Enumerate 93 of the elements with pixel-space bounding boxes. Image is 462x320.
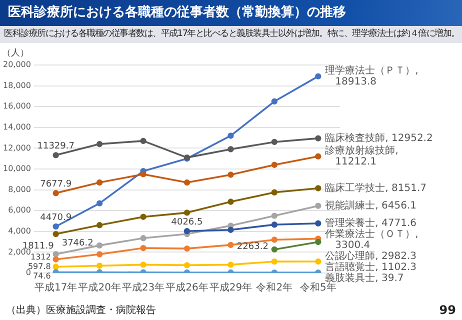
point [184,245,190,252]
point [184,228,190,234]
point [271,162,278,168]
point [140,171,146,178]
text: 公認心理師, 2982.3 [325,250,416,262]
x-tick-label: 平成26年 [166,282,208,294]
text: 臨床検査技師, 12952.2 [325,132,433,144]
text: （出典）医療施設調査・病院報告 [6,304,156,317]
chart-title: 医科診療所における各職種の従事者数（常勤換算）の推移 [0,0,462,26]
y-tick-label: 4,000 [8,226,31,236]
point [52,223,59,230]
text: 99 [439,303,456,317]
point [96,242,103,249]
y-axis-title: （人） [2,47,29,58]
point [184,179,190,186]
point [52,152,59,158]
data-label: 3300.4 [335,240,370,251]
data-label: 597.8 [28,262,51,271]
y-tick-label: 6,000 [8,206,31,215]
point [271,236,278,243]
point [140,262,146,268]
series-label: 作業療法士（ＯＴ）, [324,228,418,240]
point [271,189,278,196]
point [96,140,103,148]
point [271,222,278,228]
point [184,210,190,216]
y-tick-label: 12,000 [2,143,31,152]
point [52,251,59,258]
point [228,198,234,205]
point [315,73,322,80]
point [228,146,234,152]
y-tick-label: 14,000 [2,122,31,132]
point [228,226,234,233]
point [140,138,146,144]
point [96,251,103,258]
point [228,132,234,139]
series-label: 理学療法士（ＰＴ）, [325,64,418,76]
x-tick-label: 平成29年 [209,282,252,294]
text: 義肢装具士, 39.7 [325,272,404,284]
point [184,262,190,268]
y-tick-label: 8,000 [8,184,31,194]
point [52,256,59,262]
point [96,262,103,269]
y-tick-label: 18,000 [2,80,31,90]
point [52,190,59,196]
x-tick-label: 平成20年 [78,282,121,294]
point [228,262,234,268]
point [96,179,103,186]
point [315,153,322,160]
text: 臨床工学技士, 8151.7 [325,182,426,194]
point [271,258,278,265]
point [315,238,322,246]
point [228,242,234,248]
point [315,258,322,265]
text: 視能訓練士, 6456.1 [325,200,416,212]
data-label: 4470.9 [40,212,72,223]
point [228,172,234,178]
point [315,185,322,192]
point [315,135,322,142]
text: 言語聴覚士, 1102.3 [325,262,416,273]
text: 管理栄養士, 4771.6 [325,218,416,229]
point [96,200,103,206]
point [271,212,278,219]
x-tick-label: 令和2年 [256,282,293,294]
data-label: 74.6 [33,271,51,280]
point [271,246,278,253]
point [315,220,322,226]
point [52,264,59,270]
data-label: 7677.9 [40,179,72,190]
data-label: 11329.7 [37,142,74,152]
data-label: 1312 [30,252,51,262]
data-label: 3746.2 [62,238,94,248]
point [271,98,278,104]
point [96,222,103,228]
chart-subtitle: 医科診療所における各職種の従事者数は、平成17年と比べると義肢装具士以外は増加。特に、理学療法士は約４倍に増加。 [0,26,462,43]
data-label: 18913.8 [335,76,376,88]
data-label: 4026.5 [171,217,203,228]
y-tick-label: 0 [26,268,31,278]
point [271,138,278,146]
y-tick-label: 10,000 [2,164,31,174]
data-label: 2263.2 [236,242,268,252]
point [140,214,146,220]
point [52,230,59,238]
x-tick-label: 平成23年 [122,282,165,294]
point [315,202,322,209]
point [140,244,146,252]
data-label: 11212.1 [335,156,376,168]
series-label: 診療放射線技師, [325,144,398,156]
y-tick-label: 20,000 [2,60,31,70]
point [140,235,146,242]
x-tick-label: 令和5年 [300,282,336,294]
y-tick-label: 16,000 [2,102,31,111]
x-tick-label: 平成17年 [34,282,78,294]
